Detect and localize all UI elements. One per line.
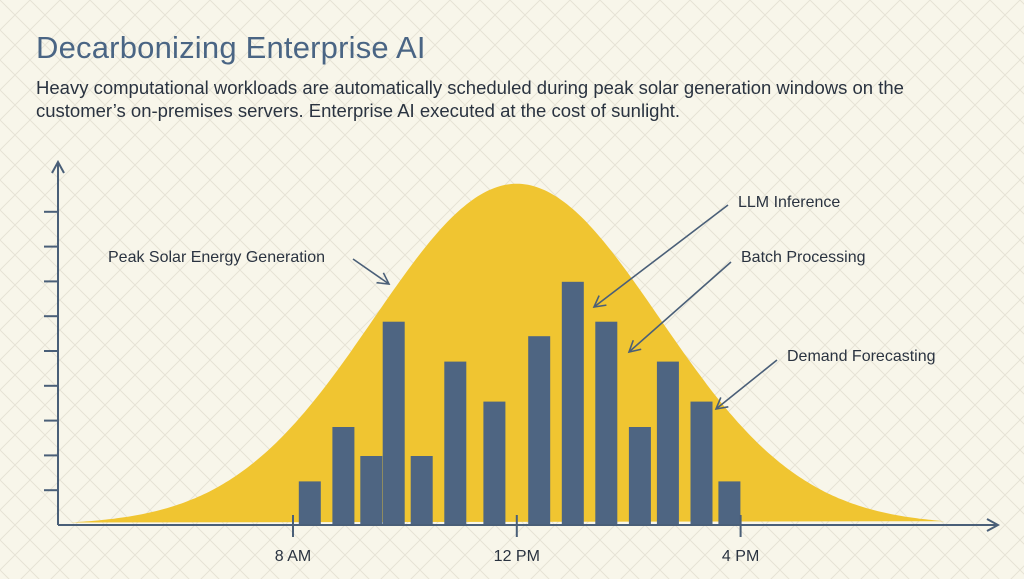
workload-bar (298, 481, 321, 525)
x-tick-label: 4 PM (722, 548, 759, 565)
workload-bar (444, 361, 467, 525)
workload-bar (410, 456, 433, 525)
workload-bar (656, 361, 679, 525)
workload-bar (561, 281, 584, 525)
solar-generation-area (69, 183, 945, 523)
workload-bar (528, 336, 551, 525)
annotation-llm-inference: LLM Inference (738, 194, 840, 211)
annotation-arrow-demand-forecasting (714, 359, 778, 411)
workload-bar (595, 321, 618, 525)
workload-bar (483, 401, 506, 525)
annotation-peak-solar: Peak Solar Energy Generation (108, 249, 325, 266)
annotation-batch-processing: Batch Processing (741, 249, 866, 266)
annotation-arrow-batch-processing (627, 261, 732, 354)
page-title: Decarbonizing Enterprise AI (36, 30, 426, 65)
annotation-arrow-llm-inference (592, 204, 729, 309)
workload-bar (382, 321, 405, 525)
annotation-arrow-peak-solar (352, 258, 391, 285)
annotation-demand-forecasting: Demand Forecasting (787, 348, 936, 365)
workload-bar (690, 401, 713, 525)
workload-bar (718, 481, 741, 525)
workload-bar (332, 427, 355, 525)
workload-bar (628, 427, 651, 525)
page-subtitle: Heavy computational workloads are automa… (36, 77, 904, 121)
x-tick-label: 8 AM (275, 548, 311, 565)
workload-bar (360, 456, 383, 525)
x-tick-label: 12 PM (494, 548, 540, 565)
